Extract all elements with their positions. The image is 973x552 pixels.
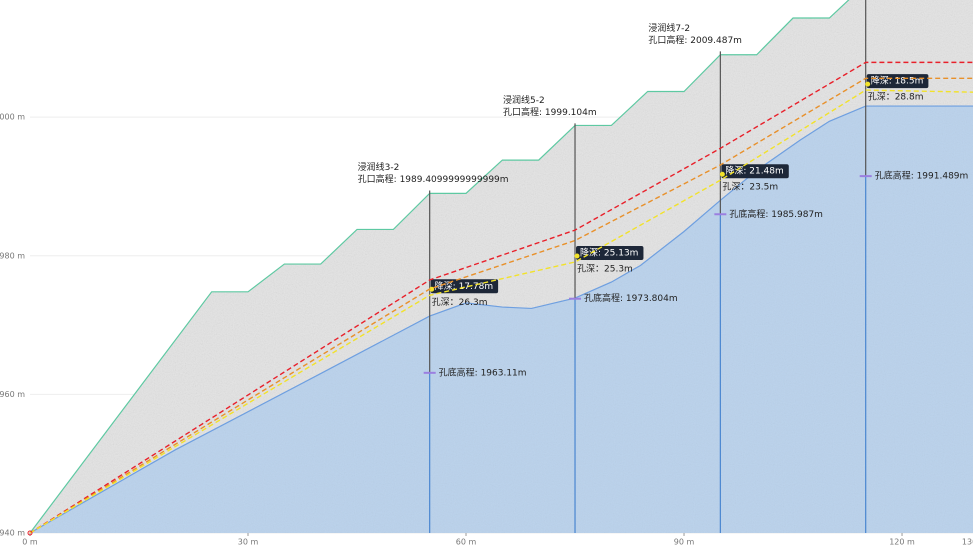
bottom-label: 孔底高程: 1963.11m	[439, 366, 527, 378]
drawdown-badge: 降深: 18.5m	[865, 74, 929, 89]
drawdown-label: 降深: 17.78m	[435, 280, 493, 292]
drawdown-dot	[865, 81, 871, 87]
bottom-label: 孔底高程: 1973.804m	[584, 292, 678, 304]
x-tick-label: 0 m	[22, 538, 38, 547]
bedrock-texture	[30, 106, 973, 533]
origin-marker	[27, 530, 33, 536]
depth-label: 孔深：28.8m	[868, 92, 924, 103]
bedrock-line	[29, 105, 973, 534]
drawdown-box	[430, 279, 499, 294]
depth-label: 孔深：26.3m	[432, 297, 488, 308]
drawdown-badge: 降深: 25.13m	[574, 245, 644, 260]
y-tick-label: 2,000 m	[0, 113, 25, 122]
bottom-label: 孔底高程: 1985.987m	[729, 208, 823, 220]
x-tick-label: 60 m	[456, 538, 477, 547]
water-line	[29, 61, 973, 534]
drawdown-box	[576, 245, 644, 260]
x-tick-label: 90 m	[674, 538, 695, 547]
y-tick-label: 1,940 m	[0, 529, 25, 538]
drawdown-label: 降深: 21.48m	[725, 165, 783, 177]
drawdown-dot	[719, 171, 725, 177]
drawdown-label: 降深: 25.13m	[580, 246, 638, 258]
water-line	[29, 89, 973, 534]
drawdown-dot	[429, 286, 435, 292]
x-tick-label: 30 m	[238, 538, 259, 547]
bottom-label: 孔底高程: 1991.489m	[875, 170, 969, 182]
top-label: 孔口高程: 1989.4099999999999m	[358, 173, 509, 185]
drawdown-box	[721, 164, 789, 179]
depth-label: 孔深：23.5m	[722, 182, 778, 193]
drawdown-dot	[574, 253, 580, 259]
borehole-name: 浸润线3-2	[358, 161, 400, 173]
drawdown-label: 降深: 18.5m	[871, 75, 924, 87]
borehole-name: 浸润线7-2	[648, 22, 690, 34]
y-tick-label: 1,960 m	[0, 390, 25, 399]
y-tick-label: 1,980 m	[0, 251, 25, 260]
top-label: 孔口高程: 2009.487m	[648, 34, 742, 46]
drawdown-badge: 降深: 21.48m	[719, 164, 789, 179]
drawdown-box	[866, 74, 929, 89]
depth-label: 孔深：25.3m	[577, 263, 633, 274]
borehole-name: 浸润线5-2	[503, 94, 545, 106]
water-line	[29, 77, 973, 534]
top-label: 孔口高程: 1999.104m	[503, 106, 597, 118]
x-tick-label: 130 m	[962, 538, 973, 547]
x-tick-label: 120 m	[889, 538, 915, 547]
